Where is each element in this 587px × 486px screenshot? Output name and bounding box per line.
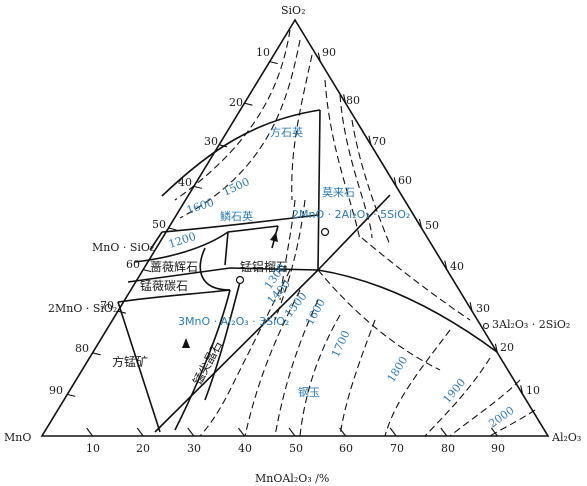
compound-mnsio3: MnO · SiO₂ bbox=[92, 241, 154, 254]
right-tick: 10 bbox=[526, 384, 540, 397]
boundary-arrows bbox=[182, 232, 278, 348]
bottom-tick: 50 bbox=[289, 442, 303, 455]
bottom-tick-marks bbox=[86, 427, 498, 437]
phase-boundaries bbox=[117, 109, 498, 433]
isotherm-label: 1900 bbox=[440, 376, 468, 406]
right-tick: 40 bbox=[450, 260, 464, 273]
right-tick: 50 bbox=[425, 219, 439, 232]
isotherm-label: 1800 bbox=[385, 354, 411, 385]
phase-tephroite: 锰薇碳石 bbox=[140, 278, 188, 293]
left-tick: 80 bbox=[75, 342, 89, 355]
bottom-tick: 60 bbox=[339, 442, 353, 455]
compound-c3-label: 3MnO · Al₂O₃ · 3SiO₂ bbox=[178, 315, 289, 328]
left-tick: 70 bbox=[100, 299, 114, 312]
bottom-tick: 30 bbox=[187, 442, 201, 455]
left-tick: 60 bbox=[126, 258, 140, 271]
left-tick: 50 bbox=[152, 218, 166, 231]
left-tick: 10 bbox=[256, 46, 270, 59]
isotherm-label: 1600 bbox=[185, 196, 216, 217]
right-tick: 20 bbox=[500, 341, 514, 354]
compound-point-mullite bbox=[483, 323, 489, 329]
isotherm-labels: 1600 1500 1200 1300 1400 1500 1600 1700 … bbox=[167, 175, 517, 430]
phase-corundum: 钢玉 bbox=[298, 386, 320, 399]
right-tick-marks bbox=[317, 52, 524, 395]
bottom-tick: 70 bbox=[390, 442, 404, 455]
arrow-marker bbox=[270, 232, 278, 242]
bottom-tick: 20 bbox=[136, 442, 150, 455]
left-tick-labels: 10 20 30 40 50 60 70 80 90 bbox=[49, 46, 270, 397]
bottom-tick-labels: 10 20 30 40 50 60 70 80 90 bbox=[86, 442, 505, 455]
phase-mullite: 莫来石 bbox=[322, 186, 355, 199]
left-tick: 40 bbox=[178, 176, 192, 189]
compound-c2-label: 2MnO · 2Al₂O₃ · 5SiO₂ bbox=[292, 208, 410, 221]
right-tick: 80 bbox=[346, 94, 360, 107]
vertex-mno: MnO bbox=[4, 431, 31, 444]
phase-rhodonite: 蔷薇辉石 bbox=[150, 260, 198, 274]
bottom-tick: 10 bbox=[86, 442, 100, 455]
phase-tridymite: 鳞石英 bbox=[220, 209, 253, 223]
right-tick: 60 bbox=[398, 174, 412, 187]
right-tick: 30 bbox=[476, 302, 490, 315]
triangle-frame bbox=[40, 18, 550, 437]
compound-mn2sio4: 2MnO · SiO₂ bbox=[48, 302, 117, 315]
right-tick: 90 bbox=[322, 46, 336, 59]
phase-manganosite: 方锰矿 bbox=[112, 354, 148, 369]
vertex-al2o3: Al₂O₃ bbox=[551, 431, 581, 444]
left-tick: 30 bbox=[204, 135, 218, 148]
compound-point-c3 bbox=[235, 275, 245, 285]
bottom-tick: 90 bbox=[491, 442, 505, 455]
phase-cristobalite: 方石英 bbox=[270, 125, 303, 139]
isotherm-label: 1700 bbox=[329, 328, 353, 359]
left-tick-marks bbox=[67, 61, 278, 397]
compound-mullite: 3Al₂O₃ · 2SiO₂ bbox=[492, 318, 570, 331]
phase-spessartine: 锰铝榴石 bbox=[240, 259, 288, 274]
right-tick: 70 bbox=[372, 135, 386, 148]
isotherm-label: 1500 bbox=[221, 175, 252, 199]
vertex-sio2: SiO₂ bbox=[281, 4, 305, 17]
left-tick: 90 bbox=[49, 384, 63, 397]
left-tick: 20 bbox=[229, 96, 243, 109]
compound-point-c2 bbox=[320, 227, 330, 237]
bottom-tick: 80 bbox=[441, 442, 455, 455]
isotherm-lines bbox=[174, 29, 536, 437]
bottom-tick: 40 bbox=[238, 442, 252, 455]
axis-label: MnOAl₂O₃ /% bbox=[255, 472, 329, 485]
right-tick-labels: 90 80 70 60 50 40 30 20 10 bbox=[322, 46, 540, 397]
isotherm-label: 2000 bbox=[486, 404, 516, 431]
isotherm-label: 1200 bbox=[167, 230, 198, 251]
arrow-marker bbox=[182, 338, 190, 348]
